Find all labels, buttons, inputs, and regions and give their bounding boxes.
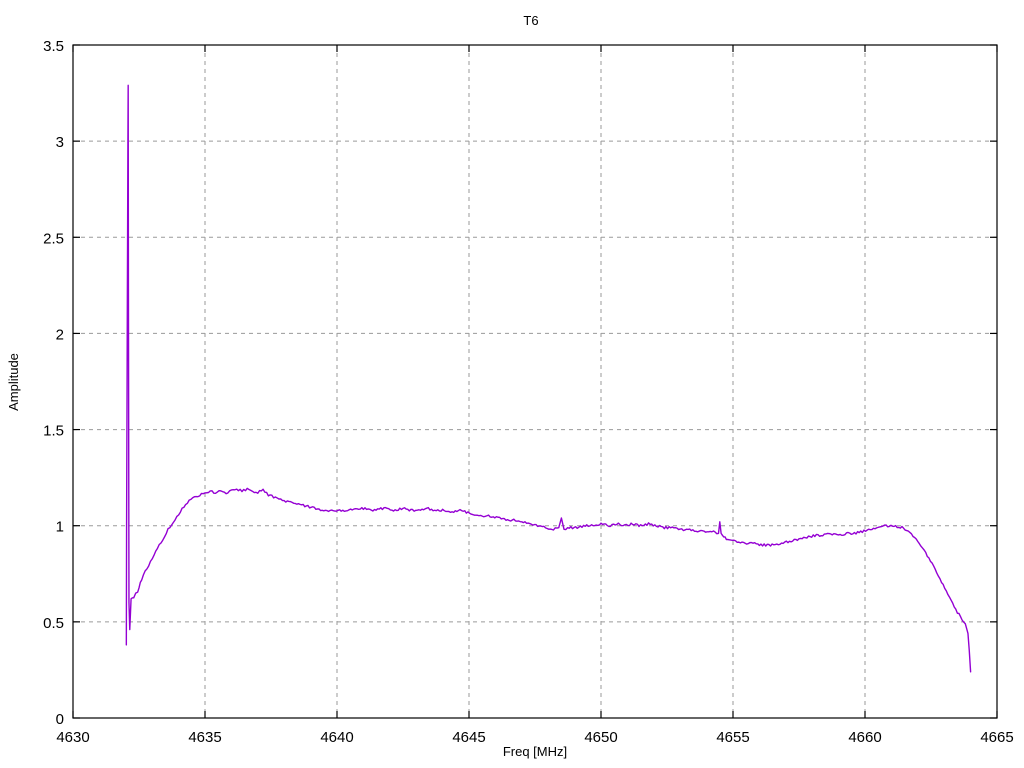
x-axis-label: Freq [MHz]: [503, 744, 567, 759]
x-tick-label: 4645: [452, 729, 485, 746]
x-tick-label: 4630: [56, 729, 89, 746]
y-tick-label: 3.5: [43, 38, 64, 55]
y-tick-label: 2: [56, 326, 64, 343]
y-tick-label: 0: [56, 711, 64, 728]
data-series-line: [125, 84, 972, 673]
x-tick-label: 4640: [320, 729, 353, 746]
chart-title: T6: [523, 13, 538, 28]
x-tick-label: 4665: [980, 729, 1013, 746]
x-tick-label: 4650: [584, 729, 617, 746]
y-tick-label: 0.5: [43, 615, 64, 632]
x-tick-label: 4655: [716, 729, 749, 746]
y-axis-tick-labels: 0 0.5 1 1.5 2 2.5 3 3.5: [43, 38, 64, 728]
data-series-layer: [125, 84, 972, 673]
plot-frame: [72, 44, 998, 719]
y-tick-label: 3: [56, 134, 64, 151]
y-tick-label: 2.5: [43, 230, 64, 247]
x-axis-tick-labels: 4630 4635 4640 4645 4650 4655 4660 4665: [56, 729, 1013, 746]
y-tick-label: 1.5: [43, 423, 64, 440]
x-tick-label: 4635: [188, 729, 221, 746]
grid-lines: [73, 45, 997, 718]
x-tick-label: 4660: [848, 729, 881, 746]
y-axis-label: Amplitude: [6, 353, 21, 411]
y-tick-label: 1: [56, 519, 64, 536]
